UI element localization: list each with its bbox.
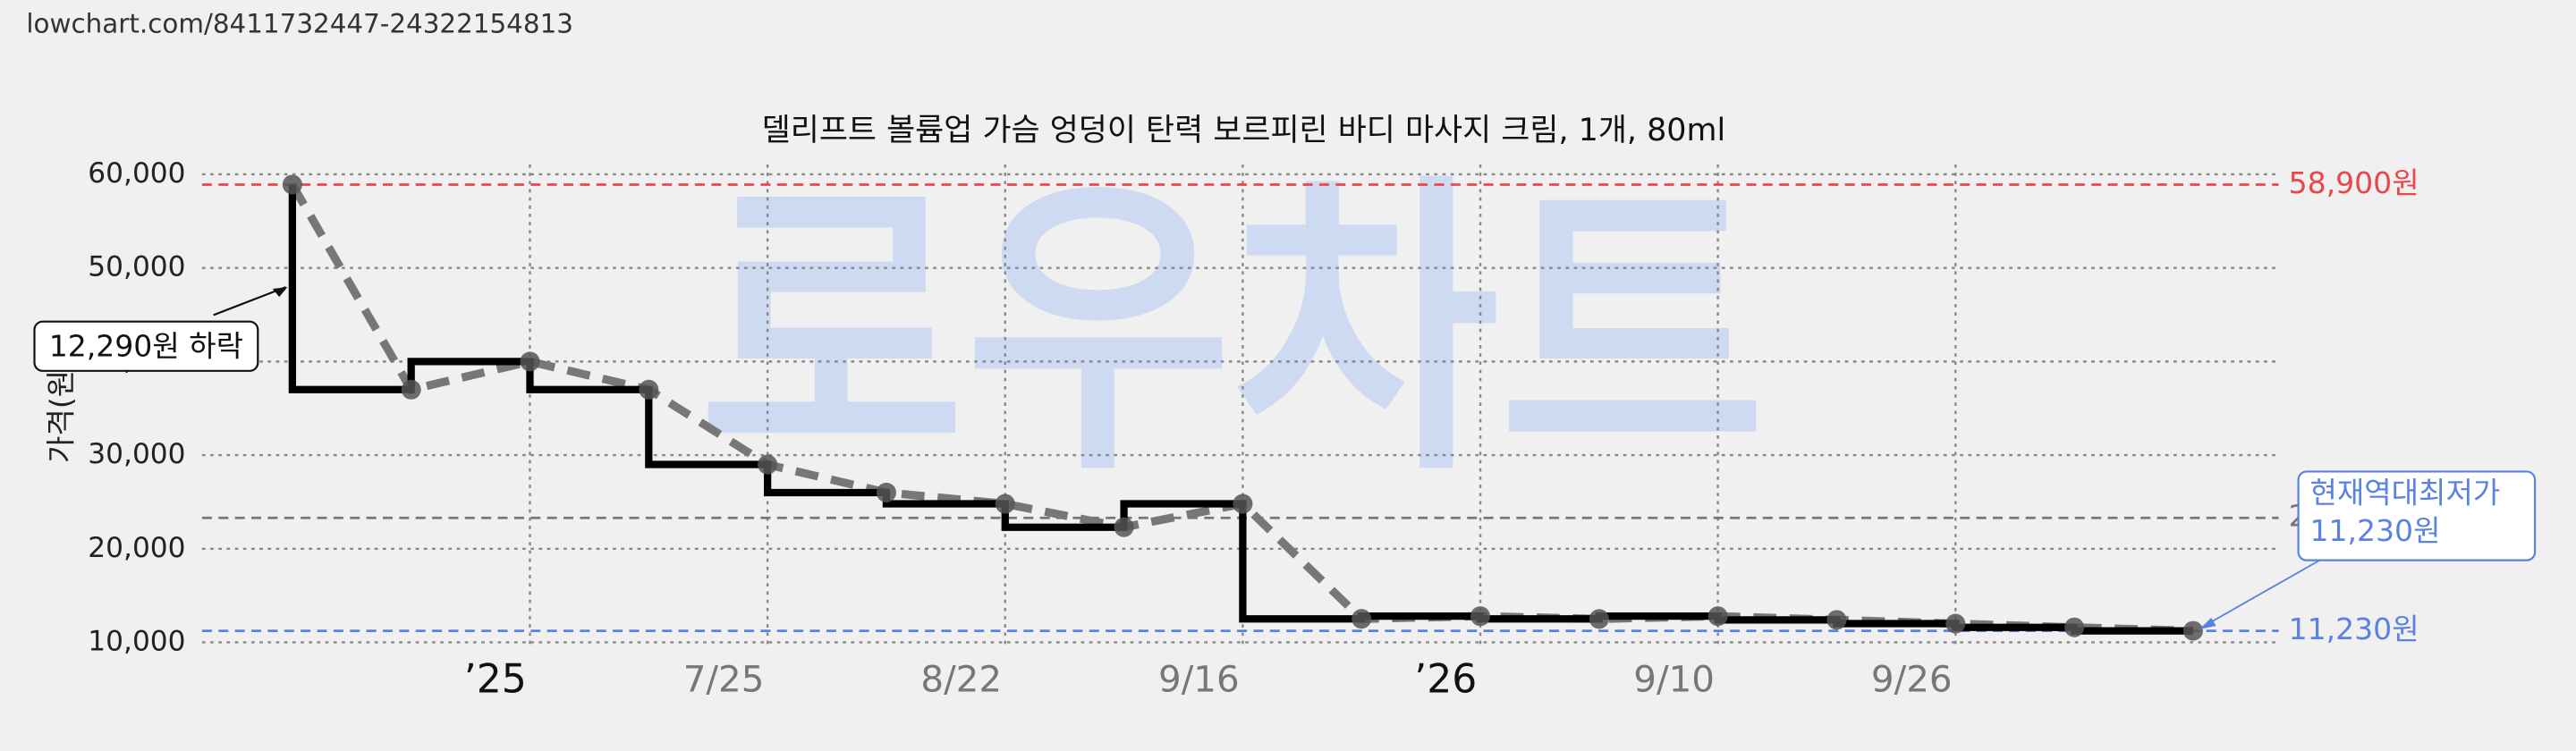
annotation-box: [33, 320, 259, 372]
reference-label: 58,900원: [2289, 165, 2419, 200]
price-point: [401, 379, 421, 400]
y-tick-label: 10,000: [88, 625, 185, 657]
price-point: [1470, 606, 1491, 627]
price-point: [1945, 613, 1966, 634]
price-point: [520, 351, 540, 372]
price-point: [282, 174, 302, 195]
annotation-arrow: [213, 286, 286, 316]
annotation-arrowhead: [272, 287, 288, 298]
price-point: [1114, 517, 1134, 537]
url: lowchart.com/8411732447-24322154813: [26, 8, 573, 38]
callout-arrow: [2200, 559, 2320, 629]
annotation-text: 12,290원 하락: [49, 329, 243, 364]
price-point: [639, 379, 659, 400]
x-tick-label: ’25: [464, 657, 527, 703]
price-point: [2182, 620, 2203, 641]
price-point: [1589, 609, 1609, 629]
chart-title: 델리프트 볼륨업 가슴 엉덩이 탄력 보르피린 바디 마사지 크림, 1개, 8…: [762, 113, 1725, 148]
reference-label: 11,230원: [2289, 612, 2419, 646]
y-tick-label: 50,000: [88, 251, 185, 283]
price-point: [1233, 494, 1253, 514]
price-point: [995, 494, 1015, 514]
x-tick-label: 9/26: [1871, 658, 1953, 701]
x-tick-label: 9/16: [1158, 658, 1240, 701]
price-point: [1826, 610, 1847, 630]
x-tick-label: 7/25: [683, 658, 765, 701]
callout-title: 현재역대최저가: [2309, 476, 2500, 511]
y-axis-label: 가격(원): [43, 359, 78, 463]
callout-arrowhead: [2199, 617, 2216, 629]
price-point: [758, 454, 778, 475]
callout-value: 11,230원: [2309, 513, 2440, 548]
price-point: [2064, 617, 2085, 637]
x-tick-label: ’26: [1414, 657, 1477, 703]
price-point: [1352, 609, 1372, 629]
y-tick-label: 20,000: [88, 532, 185, 564]
callout-box: [2297, 470, 2537, 561]
y-tick-label: 30,000: [88, 438, 185, 470]
x-tick-label: 8/22: [920, 658, 1002, 701]
watermark: 로우차트: [699, 150, 1767, 513]
price-point: [876, 482, 896, 502]
y-tick-label: 60,000: [88, 157, 185, 190]
price-point: [1707, 606, 1728, 627]
x-tick-label: 9/10: [1633, 658, 1715, 701]
